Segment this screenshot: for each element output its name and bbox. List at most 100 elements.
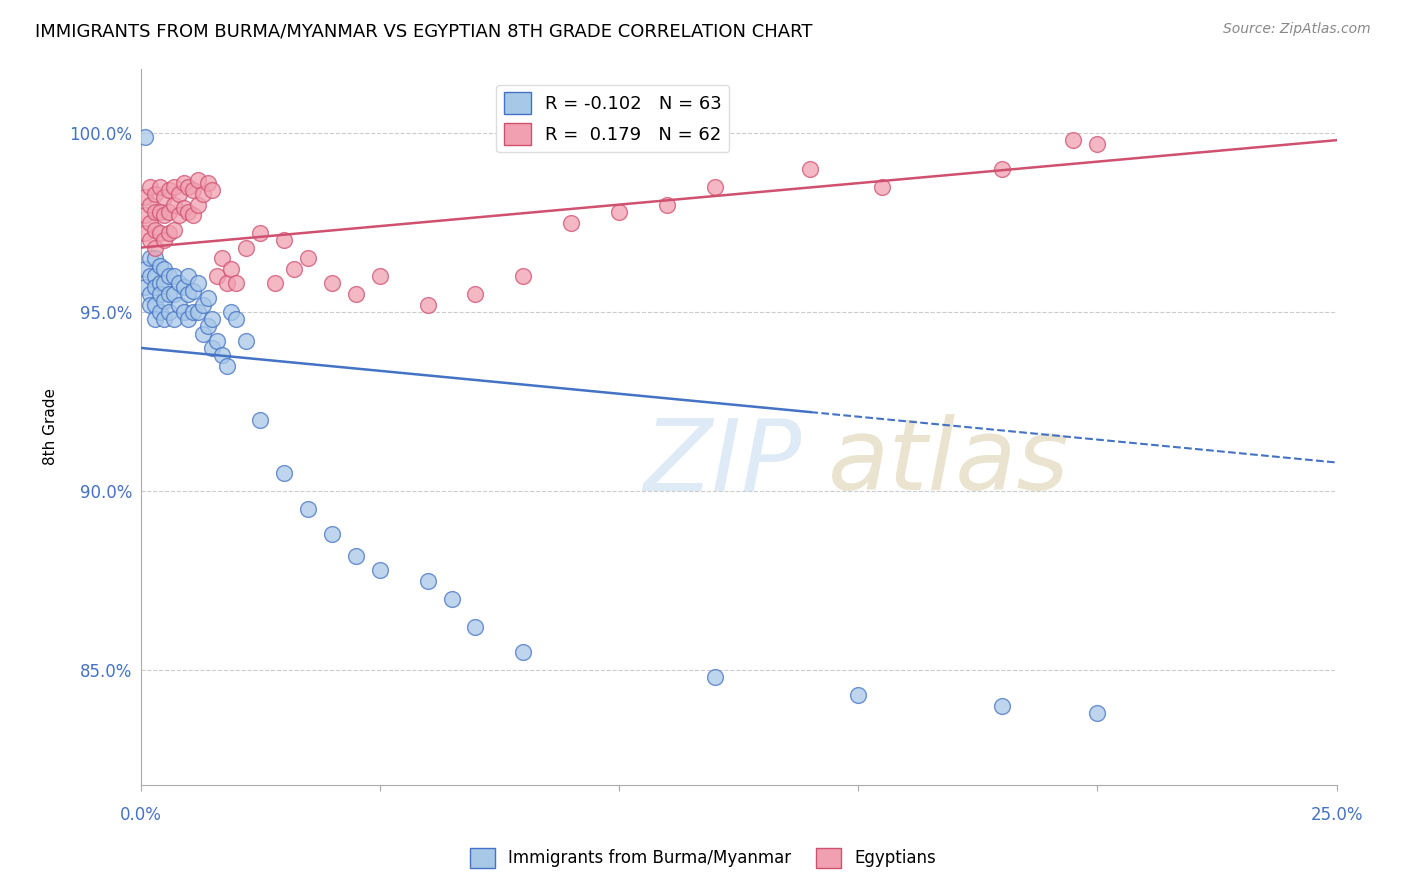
Text: Source: ZipAtlas.com: Source: ZipAtlas.com xyxy=(1223,22,1371,37)
Point xyxy=(201,183,224,197)
Point xyxy=(197,319,219,334)
Point xyxy=(157,269,180,284)
Point xyxy=(344,287,367,301)
Point xyxy=(703,670,725,684)
Point xyxy=(1087,706,1109,721)
Point xyxy=(134,129,156,144)
Point xyxy=(139,197,162,211)
Point xyxy=(191,186,214,201)
Point xyxy=(143,252,166,266)
Point xyxy=(464,620,486,634)
Point xyxy=(799,161,821,176)
Point xyxy=(211,348,233,362)
Point xyxy=(139,298,162,312)
Point xyxy=(464,287,486,301)
Point xyxy=(273,234,295,248)
Y-axis label: 8th Grade: 8th Grade xyxy=(44,388,58,466)
Point xyxy=(143,280,166,294)
Point xyxy=(173,176,195,190)
Point xyxy=(368,269,391,284)
Point xyxy=(416,574,439,588)
Point xyxy=(177,312,200,326)
Point xyxy=(149,179,172,194)
Point xyxy=(153,234,176,248)
Point xyxy=(201,312,224,326)
Point xyxy=(181,208,204,222)
Point xyxy=(149,204,172,219)
Point xyxy=(163,197,186,211)
Point xyxy=(990,699,1012,714)
Point xyxy=(211,252,233,266)
Point xyxy=(273,467,295,481)
Point xyxy=(153,262,176,277)
Point xyxy=(344,549,367,563)
Point xyxy=(153,312,176,326)
Point xyxy=(191,326,214,341)
Point xyxy=(173,201,195,215)
Point xyxy=(167,208,190,222)
Point xyxy=(181,305,204,319)
Point xyxy=(221,262,243,277)
Point xyxy=(205,334,228,348)
Point xyxy=(215,359,238,373)
Point xyxy=(163,287,186,301)
Point xyxy=(181,284,204,298)
Point xyxy=(187,277,209,291)
Point xyxy=(134,208,156,222)
Point xyxy=(163,223,186,237)
Point xyxy=(143,223,166,237)
Point xyxy=(283,262,305,277)
Point xyxy=(143,269,166,284)
Point xyxy=(167,277,190,291)
Point xyxy=(181,183,204,197)
Point xyxy=(134,190,156,204)
Point xyxy=(1087,136,1109,151)
Point xyxy=(205,269,228,284)
Text: atlas: atlas xyxy=(828,414,1070,511)
Point xyxy=(512,645,534,659)
Point xyxy=(157,287,180,301)
Point xyxy=(297,502,319,516)
Point xyxy=(163,179,186,194)
Point xyxy=(153,190,176,204)
Point xyxy=(297,252,319,266)
Point xyxy=(235,241,257,255)
Legend: Immigrants from Burma/Myanmar, Egyptians: Immigrants from Burma/Myanmar, Egyptians xyxy=(463,841,943,875)
Point xyxy=(173,280,195,294)
Point xyxy=(990,161,1012,176)
Point xyxy=(263,277,285,291)
Point xyxy=(321,527,343,541)
Point xyxy=(134,280,156,294)
Point xyxy=(187,172,209,186)
Point xyxy=(235,334,257,348)
Point xyxy=(249,227,271,241)
Point xyxy=(607,204,630,219)
Point xyxy=(157,227,180,241)
Point xyxy=(321,277,343,291)
Text: ZIP: ZIP xyxy=(643,414,801,511)
Point xyxy=(167,298,190,312)
Point xyxy=(139,269,162,284)
Point xyxy=(143,204,166,219)
Point xyxy=(870,179,893,194)
Point xyxy=(149,259,172,273)
Point xyxy=(1063,133,1085,147)
Point xyxy=(139,179,162,194)
Text: IMMIGRANTS FROM BURMA/MYANMAR VS EGYPTIAN 8TH GRADE CORRELATION CHART: IMMIGRANTS FROM BURMA/MYANMAR VS EGYPTIA… xyxy=(35,22,813,40)
Point xyxy=(163,269,186,284)
Point xyxy=(134,262,156,277)
Point xyxy=(846,689,869,703)
Point xyxy=(153,208,176,222)
Point xyxy=(560,215,582,229)
Point xyxy=(134,227,156,241)
Point xyxy=(153,294,176,309)
Point xyxy=(139,234,162,248)
Point xyxy=(173,305,195,319)
Point xyxy=(139,287,162,301)
Point xyxy=(143,298,166,312)
Point xyxy=(187,305,209,319)
Point xyxy=(153,277,176,291)
Point xyxy=(197,291,219,305)
Point xyxy=(221,305,243,319)
Point xyxy=(177,287,200,301)
